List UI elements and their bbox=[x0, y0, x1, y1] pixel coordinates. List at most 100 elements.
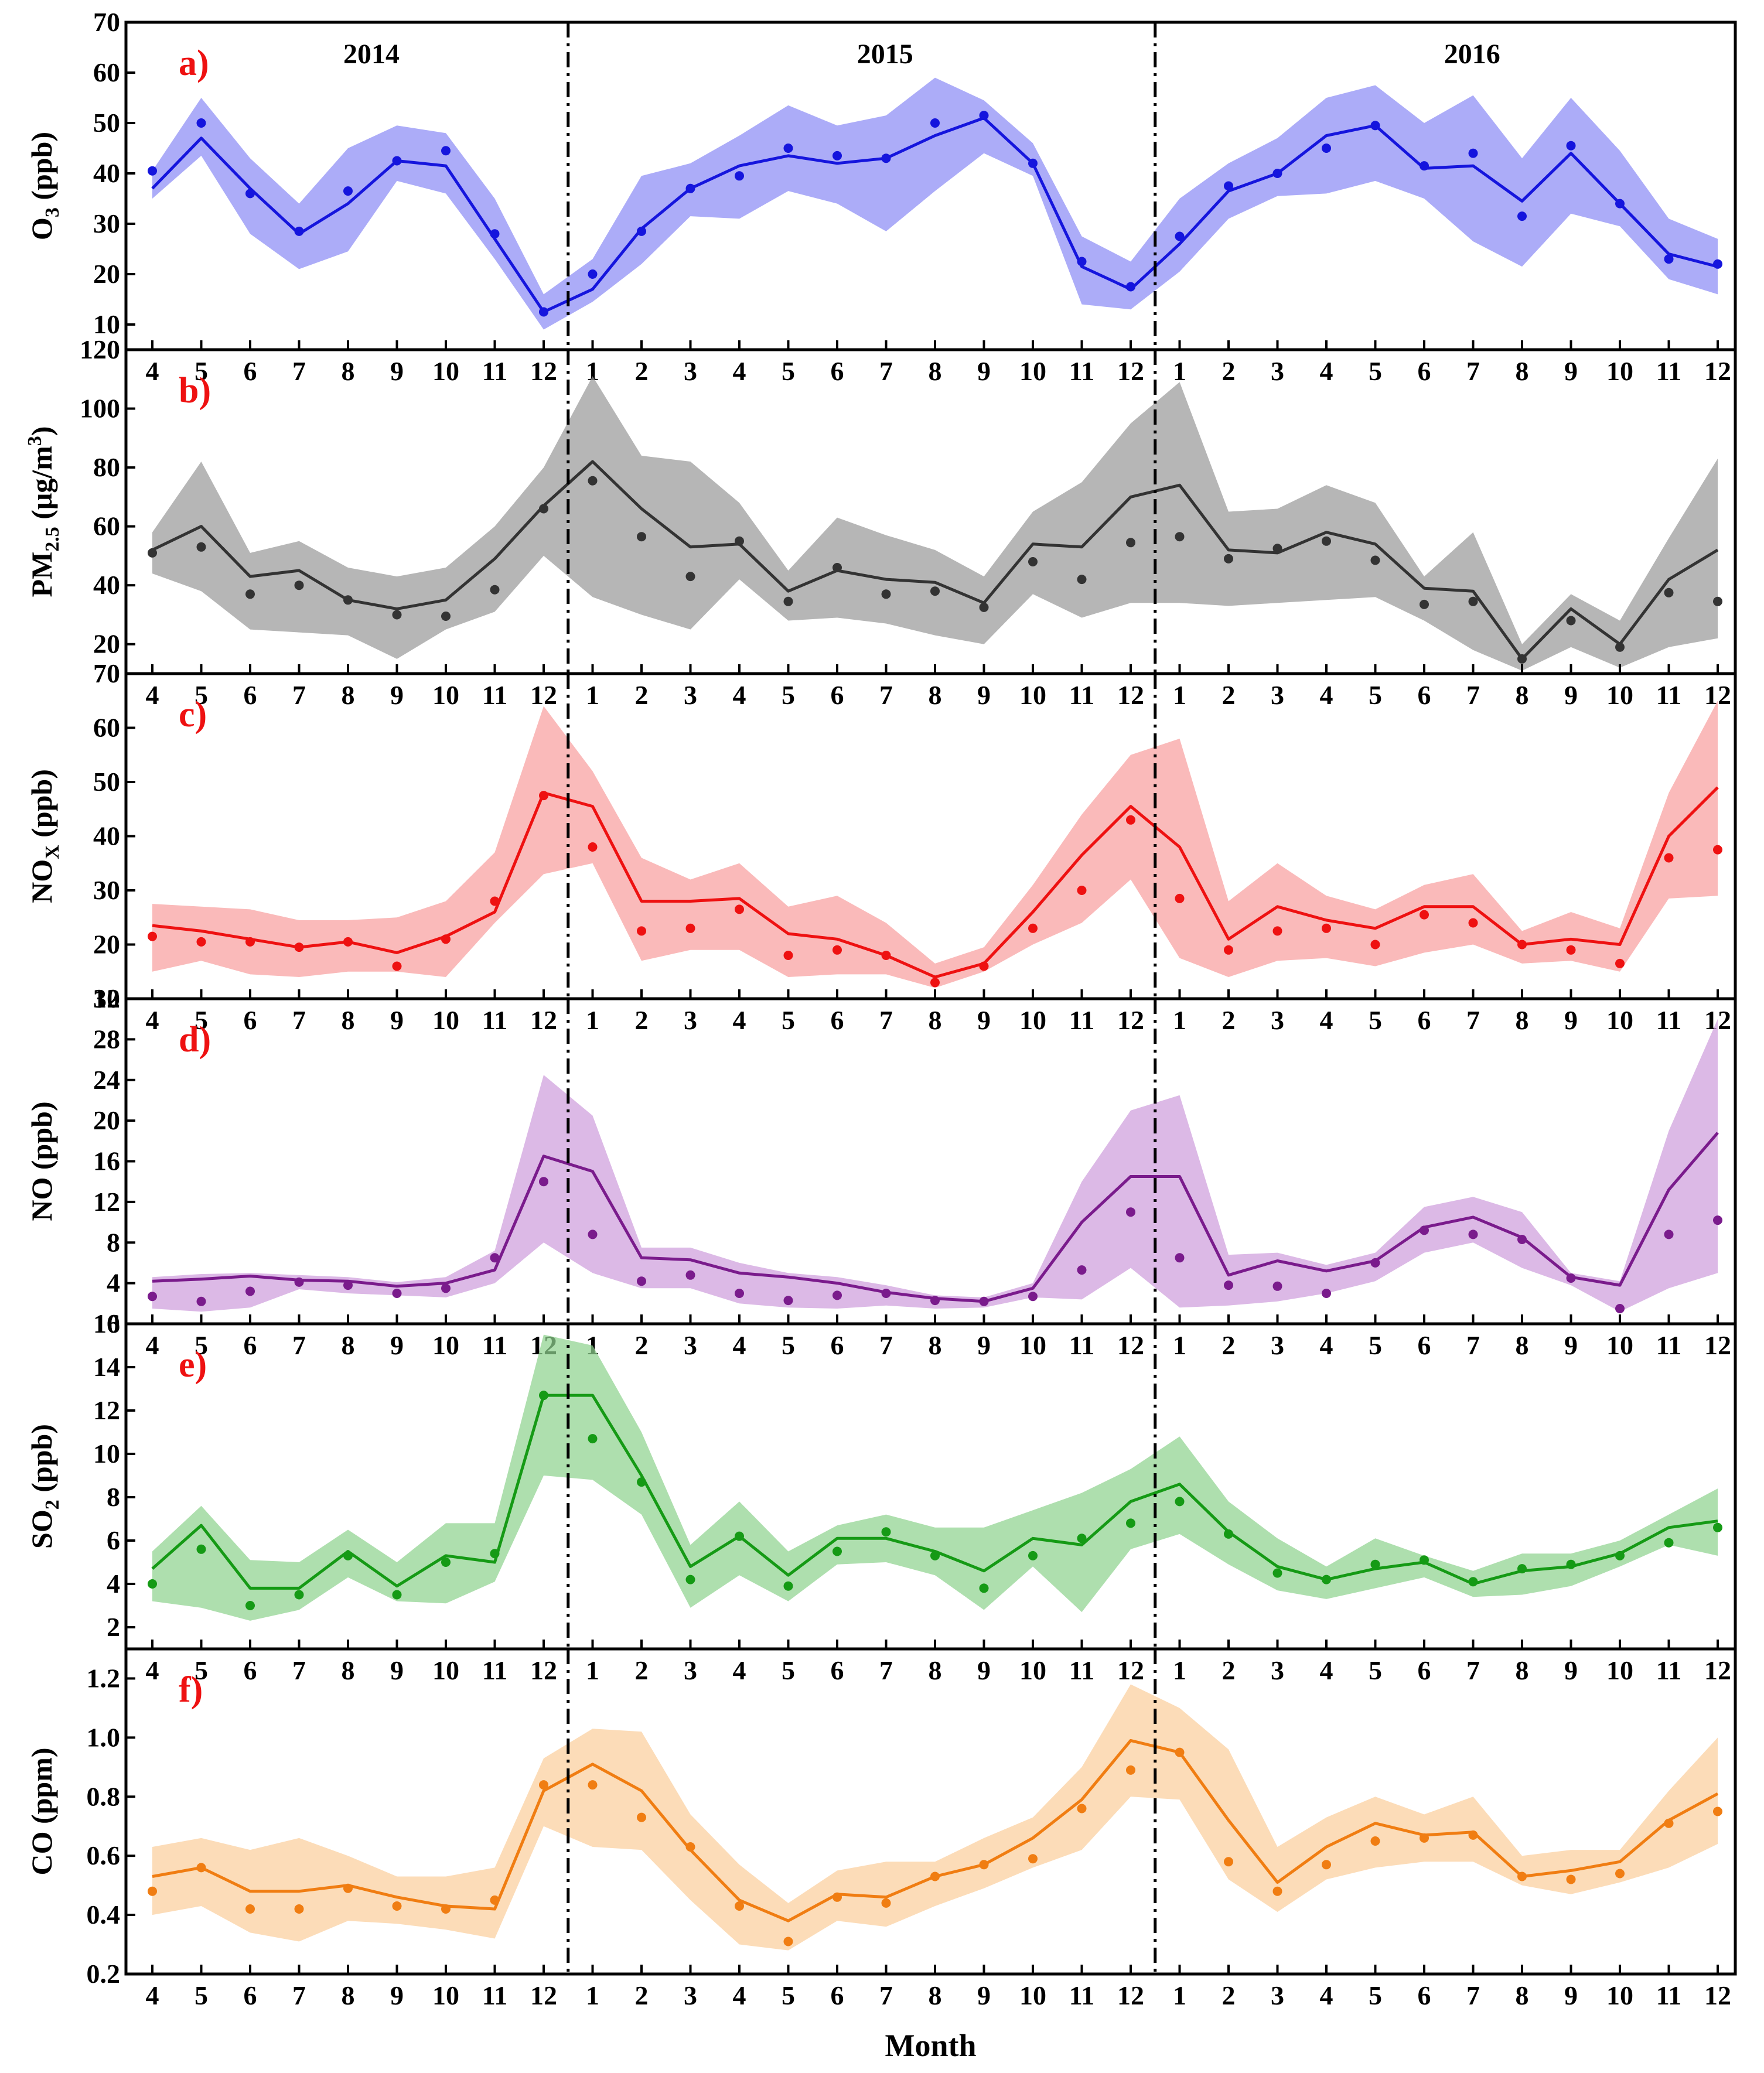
y-tick-label: 120 bbox=[80, 334, 120, 364]
y-tick-label: 50 bbox=[93, 767, 120, 797]
x-tick-label: 7 bbox=[1466, 680, 1480, 710]
y-tick-label: 20 bbox=[93, 930, 120, 959]
data-point bbox=[441, 146, 451, 156]
data-point bbox=[294, 226, 304, 236]
data-point bbox=[148, 1292, 157, 1302]
x-tick-label: 4 bbox=[146, 1005, 159, 1035]
panel-frame-6 bbox=[124, 1647, 1737, 1976]
x-tick-label: 4 bbox=[1320, 1655, 1333, 1685]
data-point bbox=[1566, 945, 1576, 955]
data-point bbox=[1713, 1215, 1722, 1225]
panel-letter: e) bbox=[179, 1345, 207, 1385]
x-tick-label: 12 bbox=[1117, 1005, 1144, 1035]
x-tick-label: 9 bbox=[390, 1655, 404, 1685]
data-point bbox=[1615, 1551, 1625, 1560]
data-point bbox=[1175, 1253, 1185, 1263]
x-tick-label: 4 bbox=[146, 680, 159, 710]
data-point bbox=[1224, 945, 1233, 955]
data-point bbox=[1224, 1857, 1233, 1867]
data-point bbox=[832, 1290, 842, 1300]
x-tick-label: 4 bbox=[146, 1980, 159, 2010]
x-tick-label: 3 bbox=[1271, 356, 1284, 386]
x-tick-label: 3 bbox=[684, 1655, 697, 1685]
x-tick-label: 4 bbox=[733, 680, 746, 710]
data-point bbox=[1126, 538, 1135, 548]
data-point bbox=[1615, 958, 1625, 968]
y-tick-label: 30 bbox=[93, 875, 120, 905]
data-point bbox=[1370, 555, 1380, 565]
x-tick-label: 2 bbox=[635, 1980, 649, 2010]
data-point bbox=[588, 842, 598, 852]
x-tick-label: 5 bbox=[1369, 356, 1382, 386]
y-tick-label: 0 bbox=[107, 1309, 120, 1338]
x-tick-label: 6 bbox=[1418, 356, 1431, 386]
x-tick-label: 9 bbox=[1564, 1330, 1578, 1360]
data-point bbox=[490, 1549, 500, 1559]
data-point bbox=[979, 961, 989, 971]
data-point bbox=[343, 186, 353, 196]
x-tick-label: 10 bbox=[1019, 680, 1046, 710]
data-point bbox=[1126, 1207, 1135, 1217]
x-tick-label: 5 bbox=[782, 1980, 795, 2010]
x-tick-label: 8 bbox=[929, 356, 942, 386]
data-point bbox=[294, 942, 304, 952]
data-point bbox=[881, 153, 891, 163]
data-point bbox=[832, 151, 842, 160]
y-tick-label: 28 bbox=[93, 1024, 120, 1054]
x-tick-label: 12 bbox=[1704, 1980, 1731, 2010]
data-point bbox=[392, 1590, 402, 1600]
x-tick-label: 7 bbox=[292, 1330, 306, 1360]
y-tick-label: 60 bbox=[93, 713, 120, 743]
data-point bbox=[637, 1276, 646, 1286]
x-tick-label: 9 bbox=[390, 1330, 404, 1360]
x-tick-label: 1 bbox=[1173, 356, 1186, 386]
x-tick-label: 9 bbox=[977, 1980, 991, 2010]
data-point bbox=[441, 1283, 451, 1293]
x-tick-label: 8 bbox=[929, 1005, 942, 1035]
x-tick-label: 9 bbox=[1564, 1005, 1578, 1035]
x-tick-label: 12 bbox=[530, 1980, 557, 2010]
y-tick-label: 60 bbox=[93, 57, 120, 87]
data-point bbox=[1272, 544, 1282, 554]
data-point bbox=[1664, 1538, 1674, 1548]
data-point bbox=[441, 1558, 451, 1567]
data-point bbox=[685, 572, 695, 582]
data-point bbox=[343, 1280, 353, 1290]
x-tick-label: 11 bbox=[482, 356, 507, 386]
panel-frame-5 bbox=[124, 1322, 1737, 1651]
data-point bbox=[588, 269, 598, 279]
x-tick-label: 2 bbox=[1222, 1005, 1236, 1035]
x-tick-label: 12 bbox=[530, 1655, 557, 1685]
x-tick-label: 6 bbox=[244, 1005, 257, 1035]
panel-letter: c) bbox=[179, 695, 207, 735]
data-point bbox=[588, 1434, 598, 1444]
data-point bbox=[539, 1177, 548, 1187]
x-axis-title: Month bbox=[885, 2028, 976, 2063]
data-point bbox=[637, 1812, 646, 1822]
y-tick-label: 6 bbox=[107, 1525, 120, 1555]
range-band-4 bbox=[152, 1019, 1718, 1312]
x-tick-label: 9 bbox=[1564, 680, 1578, 710]
y-axis-label: NO (ppb) bbox=[25, 1101, 58, 1221]
x-tick-label: 10 bbox=[1019, 1005, 1046, 1035]
y-tick-label: 50 bbox=[93, 108, 120, 138]
data-point bbox=[490, 1895, 500, 1905]
data-point bbox=[783, 1937, 793, 1946]
data-point bbox=[1077, 1265, 1087, 1275]
x-tick-label: 6 bbox=[1418, 1655, 1431, 1685]
x-tick-label: 5 bbox=[1369, 1980, 1382, 2010]
data-point bbox=[1175, 532, 1185, 542]
x-tick-label: 3 bbox=[684, 356, 697, 386]
y-tick-label: 12 bbox=[93, 1395, 120, 1425]
x-tick-label: 8 bbox=[929, 680, 942, 710]
x-tick-label: 5 bbox=[195, 1655, 208, 1685]
x-tick-label: 6 bbox=[831, 1980, 844, 2010]
x-tick-label: 7 bbox=[1466, 1330, 1480, 1360]
data-point bbox=[1517, 1235, 1527, 1244]
x-tick-label: 6 bbox=[1418, 1980, 1431, 2010]
x-tick-label: 6 bbox=[244, 1655, 257, 1685]
x-tick-label: 6 bbox=[831, 680, 844, 710]
y-tick-label: 20 bbox=[93, 629, 120, 659]
data-point bbox=[1322, 536, 1331, 546]
